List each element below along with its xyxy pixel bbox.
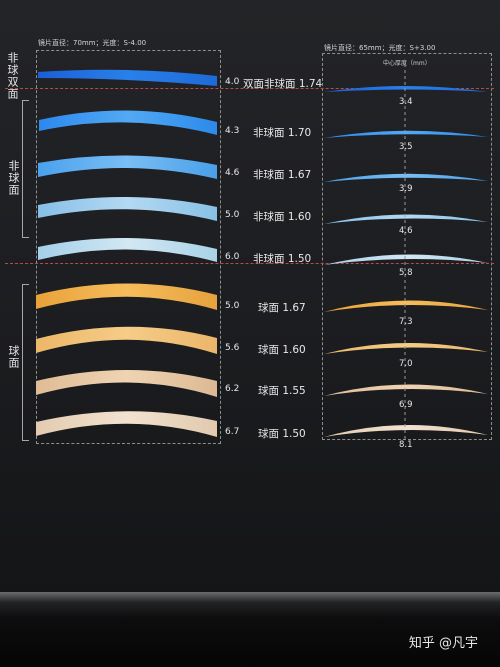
center-thickness-3: 3.9 (399, 184, 413, 194)
left-lens-8 (36, 370, 217, 397)
edge-thickness-9: 6.7 (225, 427, 240, 437)
shelf-ledge (0, 592, 500, 602)
aspheric-bracket (22, 100, 29, 238)
left-lens-1 (38, 69, 217, 86)
edge-thickness-4: 5.0 (225, 210, 240, 220)
left-lens-3 (38, 155, 217, 179)
red-separator-top (5, 88, 494, 89)
edge-thickness-5: 6.0 (225, 252, 240, 262)
center-thickness-1: 3.4 (399, 97, 413, 107)
material-3: 非球面 1.67 (253, 169, 312, 181)
right-lens-2 (324, 130, 488, 138)
left-lens-5 (38, 237, 217, 262)
center-thickness-caption: 中心厚度（mm） (383, 60, 431, 67)
material-5: 非球面 1.50 (253, 253, 312, 265)
left-lens-7 (36, 326, 217, 354)
right-lens-1 (324, 86, 488, 92)
right-lens-5 (324, 254, 488, 265)
spheric-bracket (22, 284, 29, 441)
center-thickness-5: 5.8 (399, 268, 413, 278)
display-shelf (0, 592, 500, 667)
left-lens-frame (36, 50, 221, 444)
lens-drawings (36, 64, 488, 440)
material-2: 非球面 1.70 (253, 127, 312, 139)
left-header: 镜片直径：70mm；光度：S-4.00 (38, 39, 147, 47)
left-lens-6 (36, 283, 217, 310)
edge-thickness-7: 5.6 (225, 343, 240, 353)
right-lens-4 (324, 214, 488, 224)
edge-thickness-3: 4.6 (225, 168, 240, 178)
right-lens-9 (324, 424, 488, 437)
edge-thickness-2: 4.3 (225, 126, 240, 136)
material-8: 球面 1.55 (258, 385, 306, 397)
watermark: 知乎 @凡宇 (408, 636, 478, 651)
edge-thickness-1: 4.0 (225, 77, 240, 87)
center-thickness-4: 4.6 (399, 226, 413, 236)
material-1: 双面非球面 1.74 (243, 78, 323, 90)
edge-thickness-8: 6.2 (225, 384, 240, 394)
center-thickness-8: 6.9 (399, 400, 413, 410)
group-label-spheric: 球面 (7, 345, 20, 369)
right-lens-7 (324, 342, 488, 354)
edge-thickness-6: 5.0 (225, 301, 240, 311)
left-lens-2 (39, 110, 217, 135)
center-thickness-9: 8.1 (399, 440, 413, 450)
left-lens-9 (36, 411, 217, 437)
right-lens-8 (324, 384, 488, 396)
red-separator-middle (5, 263, 494, 264)
right-lens-6 (324, 300, 488, 312)
right-lens-3 (324, 173, 488, 182)
group-label-aspheric: 非球面 (7, 160, 20, 196)
right-lens-frame (322, 53, 492, 440)
material-9: 球面 1.50 (258, 428, 306, 440)
center-thickness-7: 7.0 (399, 359, 413, 369)
material-6: 球面 1.67 (258, 302, 306, 314)
material-4: 非球面 1.60 (253, 211, 312, 223)
left-lens-4 (38, 196, 217, 221)
right-header: 镜片直径：65mm；光度：S+3.00 (324, 44, 436, 52)
material-7: 球面 1.60 (258, 344, 306, 356)
center-thickness-2: 3.5 (399, 142, 413, 152)
center-thickness-6: 7.3 (399, 317, 413, 327)
